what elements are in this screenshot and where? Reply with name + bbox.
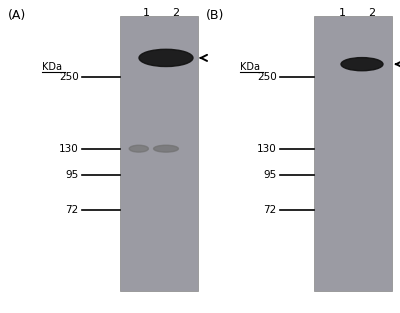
- Text: 72: 72: [66, 205, 79, 215]
- Text: 250: 250: [257, 72, 277, 82]
- Text: (B): (B): [206, 9, 224, 23]
- FancyBboxPatch shape: [120, 16, 198, 291]
- Text: 1: 1: [142, 8, 150, 18]
- Ellipse shape: [341, 58, 383, 71]
- Ellipse shape: [154, 145, 178, 152]
- Text: KDa: KDa: [42, 62, 62, 72]
- Ellipse shape: [139, 49, 193, 67]
- Text: 1: 1: [338, 8, 346, 18]
- Text: 250: 250: [59, 72, 79, 82]
- Text: 2: 2: [172, 8, 180, 18]
- FancyBboxPatch shape: [314, 16, 392, 291]
- Text: KDa: KDa: [240, 62, 260, 72]
- Text: (A): (A): [8, 9, 26, 23]
- Ellipse shape: [129, 145, 148, 152]
- Text: 72: 72: [264, 205, 277, 215]
- Text: 130: 130: [257, 144, 277, 154]
- Text: 2: 2: [368, 8, 376, 18]
- Text: 95: 95: [264, 170, 277, 180]
- Text: 130: 130: [59, 144, 79, 154]
- Text: 95: 95: [66, 170, 79, 180]
